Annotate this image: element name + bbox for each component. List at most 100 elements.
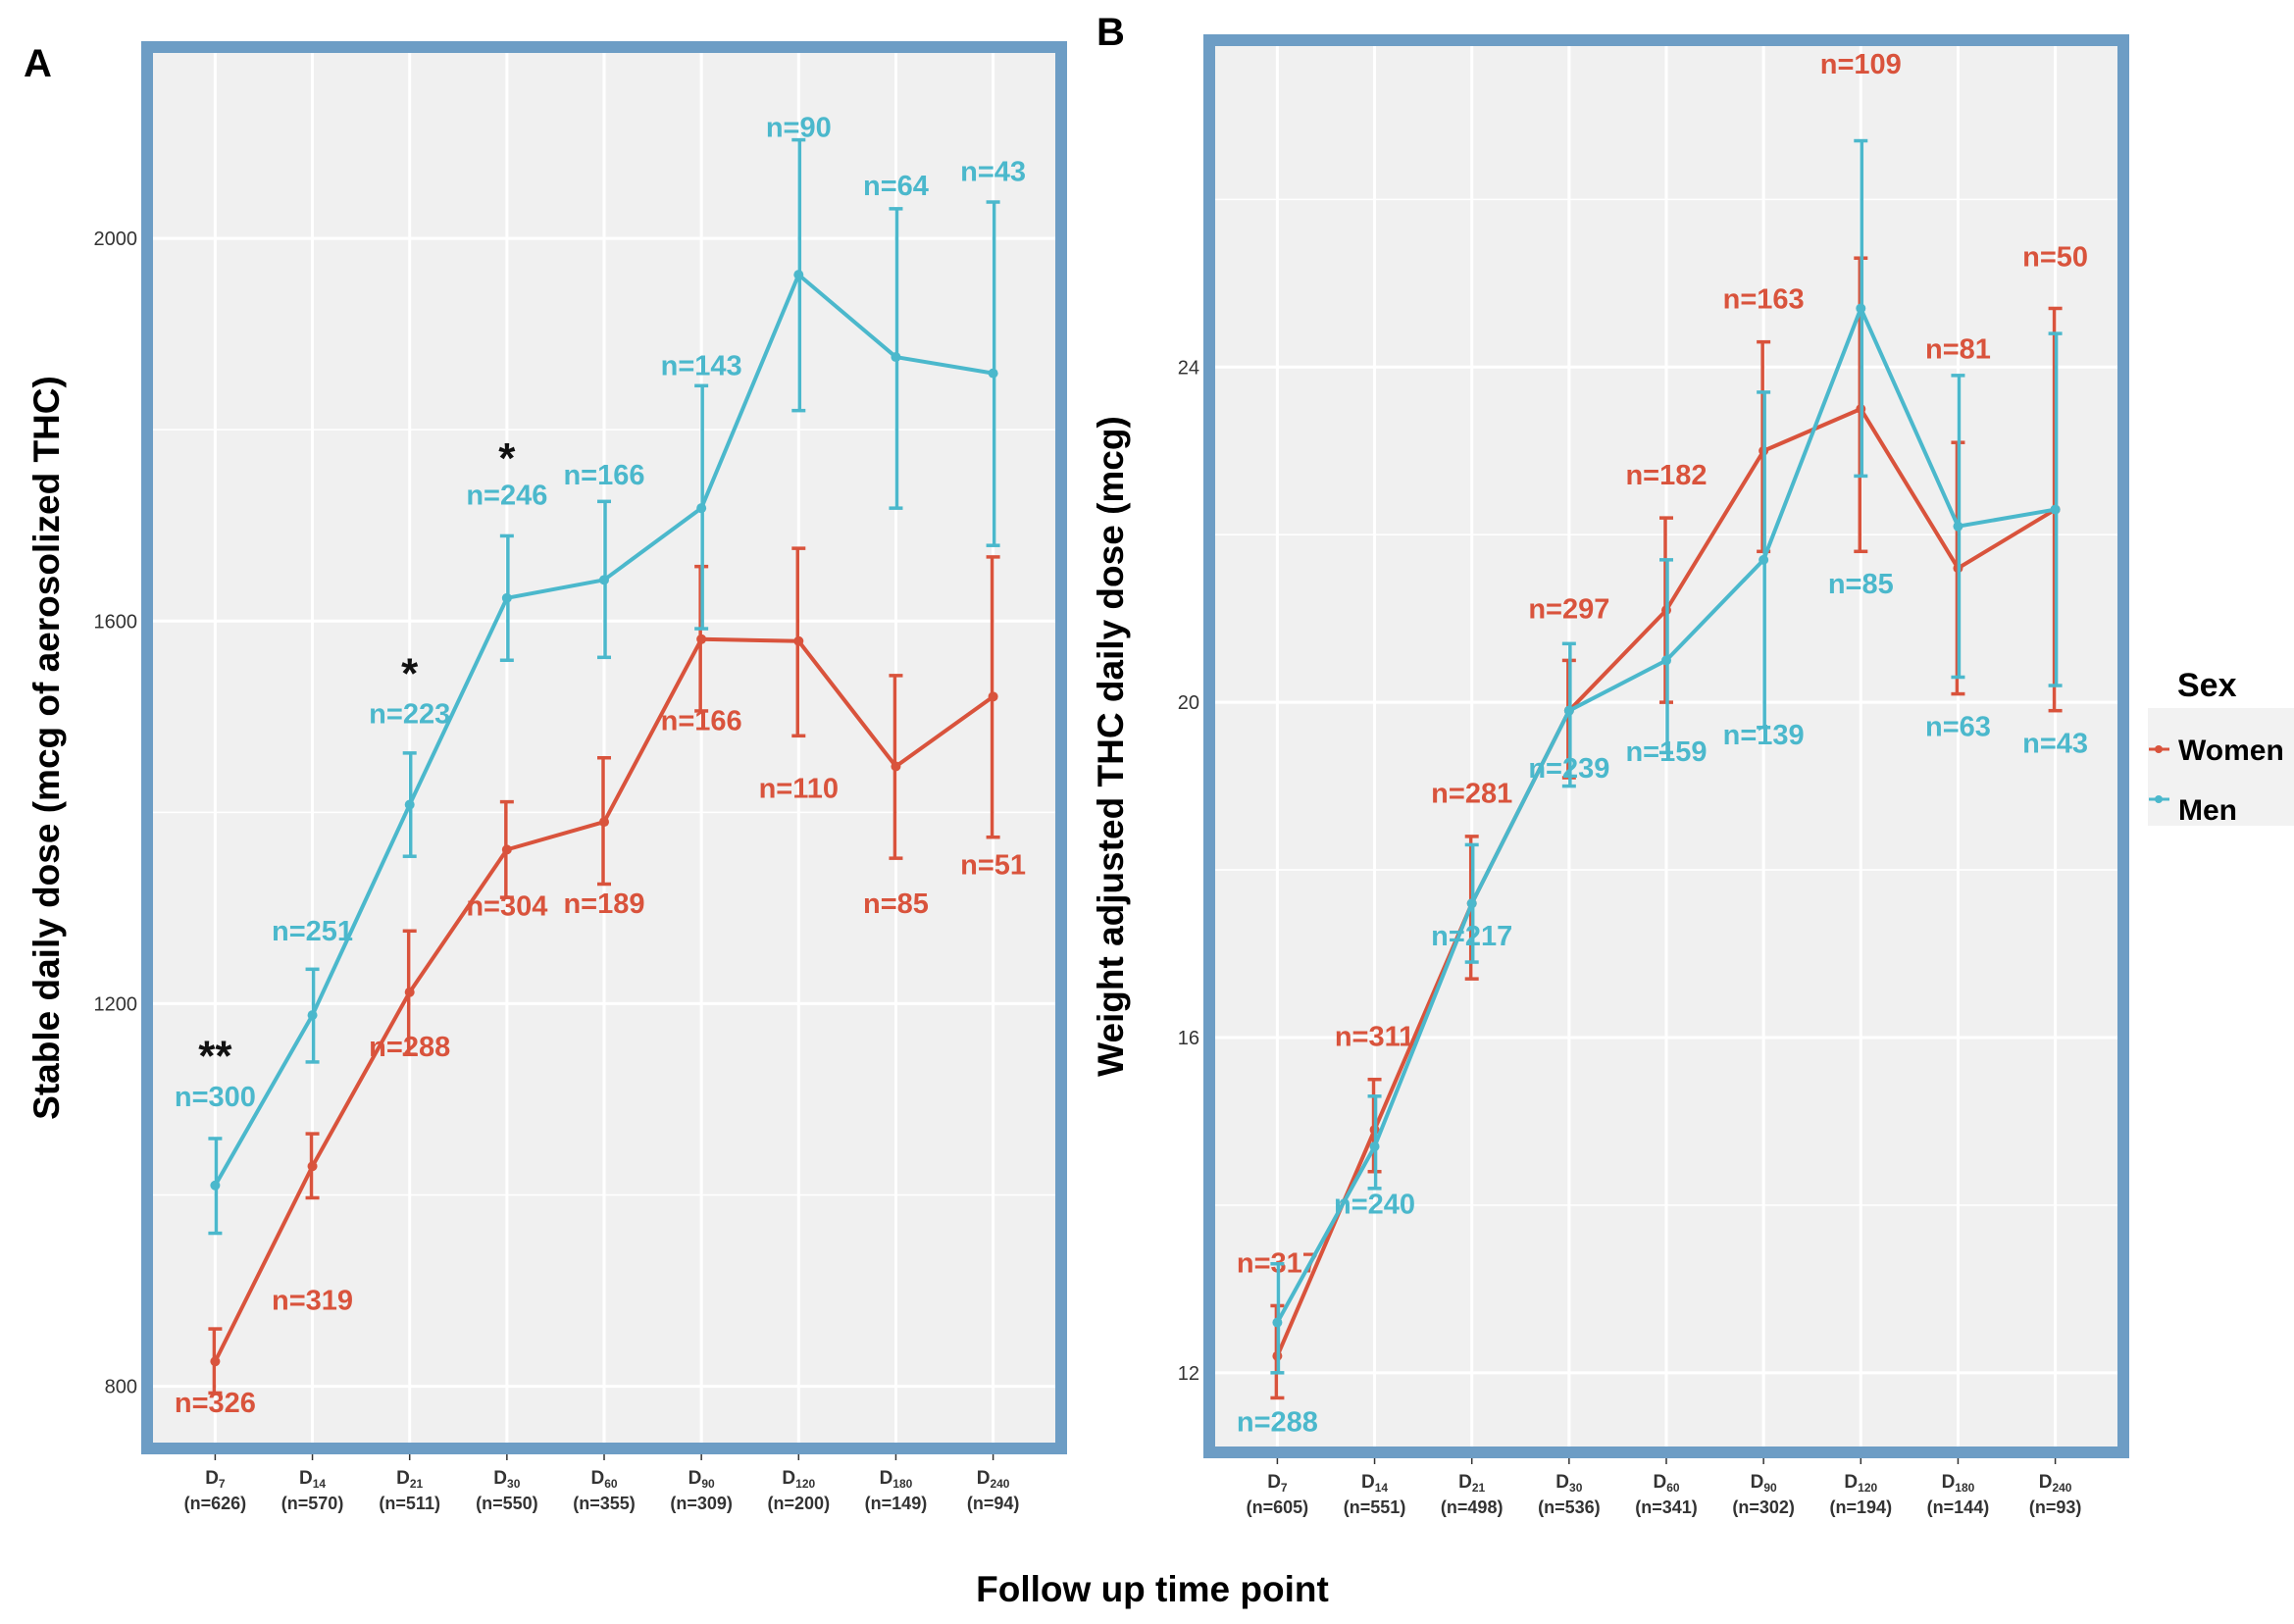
panel-a-series-women-point [210, 1356, 221, 1367]
panel-a-y-tick-label: 800 [105, 1377, 137, 1398]
panel-a-series-men-n-label: n=90 [766, 113, 832, 144]
panel-b-x-tick-count: (n=536) [1538, 1497, 1601, 1517]
panel-a-series-men-n-label: n=143 [661, 351, 742, 382]
panel-b-x-tick-label: D60 [1653, 1472, 1679, 1495]
panel-a-y-tick-label: 1600 [94, 611, 138, 633]
panel-a-series-men-n-label: n=251 [272, 916, 353, 947]
panel-b-series-men-n-label: n=217 [1431, 921, 1512, 952]
panel-b-series-women-n-label: n=311 [1335, 1022, 1414, 1053]
panel-a-series-women-point [696, 634, 707, 644]
panel-a-series-women-n-label: n=304 [466, 891, 547, 923]
panel-a-series-men-n-label: n=300 [175, 1082, 256, 1113]
panel-b-series-men: n=288 n=240 n=217 n=239 n=159 n=139 n=85 n=63 n=… [1237, 138, 2088, 1439]
panel-b-series-men-point [1856, 303, 1866, 314]
panel-a-series-women-n-label: n=288 [369, 1032, 450, 1063]
panel-b-x-tick-label: D120 [1844, 1472, 1877, 1495]
panel-b-series-women-n-label: n=182 [1625, 460, 1707, 491]
panel-a-y-tick-label: 1200 [94, 993, 138, 1015]
legend: Sex Women Men [2148, 667, 2294, 827]
panel-b-x-tick-count: (n=194) [1830, 1497, 1893, 1517]
panel-a-x-tick-label: D14 [299, 1468, 326, 1491]
panel-a-series-women-n-label: n=326 [175, 1388, 256, 1419]
panel-b-x-tick-count: (n=605) [1247, 1497, 1309, 1517]
panel-a-x-tick-count: (n=511) [379, 1494, 440, 1513]
panel-a-x-tick-count: (n=355) [573, 1494, 636, 1513]
panel-b-x-tick-label: D240 [2039, 1472, 2072, 1495]
panel-b-x-tick-count: (n=93) [2029, 1497, 2082, 1517]
panel-a-significance-marker: * [401, 650, 419, 698]
panel-a-x-tick-label: D7 [205, 1468, 226, 1491]
panel-a-x-tick-label: D21 [396, 1468, 423, 1491]
panel-a-series-men-point [793, 270, 804, 280]
panel-b-series-men-point [1466, 898, 1477, 909]
panel-b-x-tick-label: D30 [1555, 1472, 1582, 1495]
panel-letter-b: B [1096, 11, 1125, 54]
panel-a-x-tick-label: D60 [590, 1468, 617, 1491]
panel-b-x-tick-count: (n=302) [1732, 1497, 1795, 1517]
panel-a-x-tick-label: D30 [493, 1468, 520, 1491]
panel-a-x-tick-label: D180 [880, 1468, 913, 1491]
panel-a-series-men-n-label: n=43 [960, 157, 1026, 188]
panel-a-series-men-n-label: n=166 [563, 460, 644, 491]
panel-b-series-men-n-label: n=139 [1723, 720, 1805, 751]
panel-a-y-axis-title: Stable daily dose (mcg of aerosolized TH… [26, 376, 67, 1120]
panel-a-series-women-n-label: n=189 [563, 888, 644, 920]
panel-b-x-tick-label: D21 [1458, 1472, 1485, 1495]
panel-a-series-men-point [404, 799, 415, 810]
panel-b-x-tick-label: D180 [1942, 1472, 1975, 1495]
panel-b-frame [1203, 34, 2129, 1458]
panel-a-x-tick-count: (n=626) [184, 1494, 247, 1513]
panel-b-y-tick-label: 16 [1178, 1028, 1199, 1049]
panel-a-significance-marker: * [498, 434, 516, 482]
chart-panel-b: 12 16 20 24 Weight adjusted THC daily dose (… [1091, 34, 2129, 1517]
legend-key-background [2148, 708, 2294, 826]
panel-b-x-tick-label: D14 [1361, 1472, 1388, 1495]
panel-b-y-tick-label: 20 [1178, 692, 1199, 714]
panel-b-x-tick-label: D90 [1751, 1472, 1777, 1495]
panel-a-series-women-n-label: n=319 [272, 1286, 353, 1317]
panel-a-series-men-point [307, 1010, 318, 1021]
panel-a-series-men: n=300 n=251 n=223 n=246 n=166 n=143 n=90 n=64 n=… [175, 113, 1026, 1236]
panel-a-series-women-n-label: n=110 [759, 774, 839, 805]
panel-b-series-women-n-label: n=50 [2022, 242, 2088, 274]
panel-a-series-women: n=326 n=319 n=288 n=304 n=189 n=166 n=110 n=85 n… [175, 546, 1026, 1419]
panel-a-series-women-n-label: n=85 [863, 888, 929, 920]
panel-a-x-tick-label: D240 [977, 1468, 1010, 1491]
panel-b-series-men-n-label: n=239 [1528, 753, 1609, 785]
panel-a-x-tick-count: (n=200) [768, 1494, 831, 1513]
panel-b-series-men-n-label: n=159 [1625, 736, 1707, 768]
panel-b-series-men-point [2050, 504, 2061, 515]
legend-item-women: Women [2149, 735, 2284, 767]
panel-b-series-men-point [1272, 1317, 1283, 1328]
panel-a-x-tick-label: D90 [688, 1468, 715, 1491]
panel-b-series-men-point [1369, 1142, 1380, 1152]
panel-a-series-men-point [210, 1180, 221, 1191]
panel-b-series-men-point [1953, 521, 1963, 532]
legend-item-men: Men [2149, 794, 2237, 827]
panel-a-series-women-point [891, 761, 901, 772]
panel-letter-a: A [24, 42, 52, 85]
panel-b-y-tick-label: 24 [1178, 357, 1199, 379]
panel-a-series-men-point [696, 503, 707, 514]
panel-a-series-women-point [404, 987, 415, 997]
panel-b-series-men-n-label: n=63 [1925, 711, 1991, 742]
panel-a-series-women-n-label: n=51 [960, 850, 1026, 882]
panel-a-series-women-point [599, 817, 609, 828]
panel-b-series-women-n-label: n=109 [1820, 49, 1902, 80]
panel-b-series-women-n-label: n=297 [1528, 594, 1609, 626]
panel-a-series-men-n-label: n=246 [466, 480, 547, 511]
x-axis-title: Follow up time point [976, 1569, 1329, 1609]
chart-panel-a: 800 1200 1600 2000 Stable daily dose (mcg of… [26, 41, 1067, 1513]
panel-a-y-tick-label: 2000 [94, 228, 138, 250]
panel-a-series-women-n-label: n=166 [661, 705, 742, 736]
panel-a-frame [141, 41, 1067, 1454]
panel-a-x-tick-count: (n=94) [967, 1494, 1020, 1513]
panel-a-series-men-point [501, 592, 512, 603]
panel-b-series-men-point [1759, 554, 1769, 565]
panel-a-series-women-point [793, 635, 804, 646]
panel-b-y-tick-label: 12 [1178, 1363, 1199, 1385]
panel-b-x-tick-count: (n=341) [1635, 1497, 1698, 1517]
panel-a-x-tick-count: (n=550) [476, 1494, 538, 1513]
panel-a-significance-marker: ** [198, 1033, 232, 1081]
